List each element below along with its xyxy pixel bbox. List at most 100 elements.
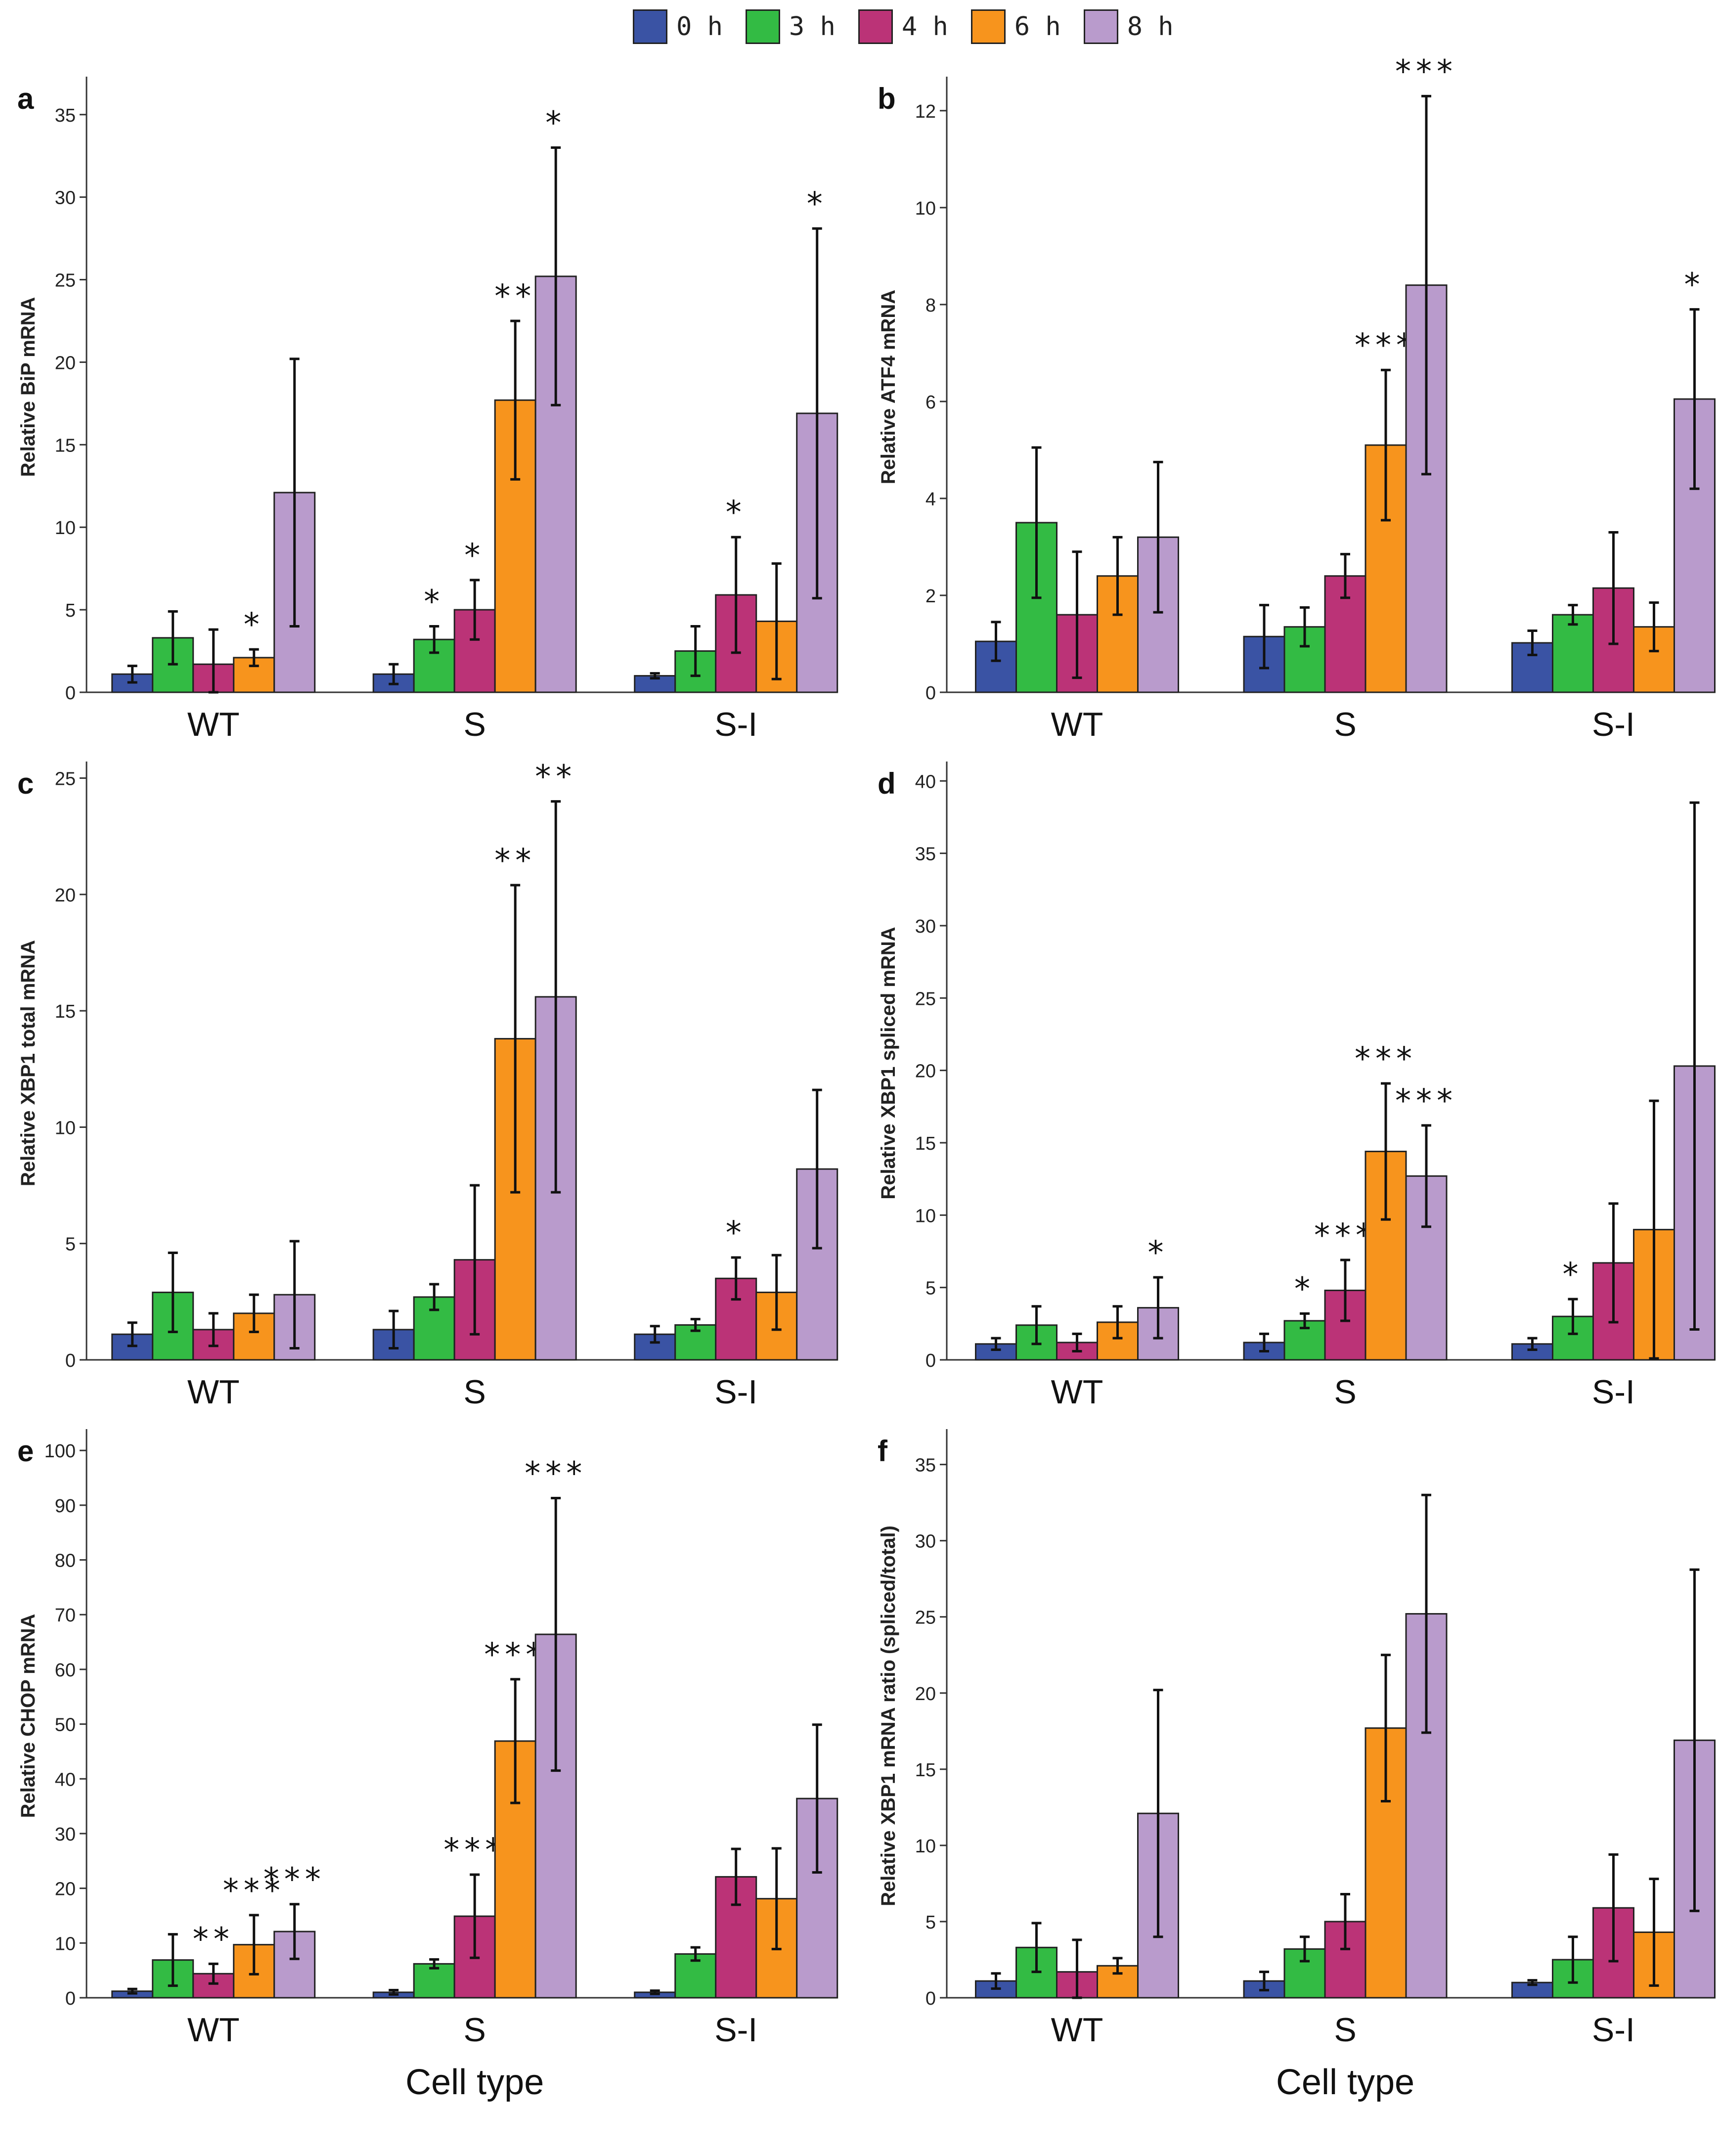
y-tick-label: 0 <box>65 1988 76 2009</box>
significance-marker: *** <box>1355 1041 1417 1078</box>
x-category-label: S <box>1334 706 1356 743</box>
y-tick-label: 25 <box>915 1608 936 1628</box>
y-tick-label: 20 <box>915 1684 936 1705</box>
legend-label: 4 h <box>901 12 948 42</box>
legend-swatch <box>1083 9 1118 44</box>
significance-marker: *** <box>1314 1217 1376 1254</box>
x-category-label: WT <box>187 2011 240 2049</box>
legend-swatch <box>633 9 667 44</box>
panel-letter: c <box>17 767 34 800</box>
y-tick-label: 20 <box>915 1061 936 1082</box>
y-tick-label: 25 <box>55 270 76 291</box>
x-axis-label: Cell type <box>1276 2063 1414 2102</box>
significance-marker: * <box>807 186 828 223</box>
x-category-label: S <box>464 1373 486 1411</box>
legend-item: 8 h <box>1083 9 1174 44</box>
panel-letter: e <box>17 1435 34 1468</box>
y-tick-label: 15 <box>915 1760 936 1781</box>
y-tick-label: 100 <box>44 1441 76 1462</box>
significance-marker: *** <box>1395 1083 1457 1120</box>
panel-letter: a <box>17 82 34 115</box>
y-tick-label: 90 <box>55 1496 76 1517</box>
y-tick-label: 60 <box>55 1660 76 1681</box>
legend-label: 3 h <box>789 12 836 42</box>
x-category-label: WT <box>1051 1373 1103 1411</box>
significance-marker: ** <box>193 1921 234 1958</box>
y-tick-label: 30 <box>915 916 936 937</box>
legend-swatch <box>858 9 893 44</box>
y-tick-label: 40 <box>55 1769 76 1790</box>
legend-label: 6 h <box>1014 12 1061 42</box>
x-category-label: S-I <box>1592 2011 1635 2049</box>
y-tick-label: 20 <box>55 353 76 373</box>
chart-panel-f: f 0 5 10 15 20 25 30 35 Relative XBP1 mRNA ratio … <box>878 1429 1716 2102</box>
y-tick-label: 0 <box>65 1350 76 1371</box>
y-tick-label: 0 <box>925 683 936 704</box>
significance-marker: * <box>726 1215 747 1252</box>
y-axis-label: Relative BiP mRNA <box>17 297 39 477</box>
significance-marker: *** <box>443 1832 506 1869</box>
significance-marker: * <box>1563 1257 1584 1293</box>
x-category-label: S <box>464 706 486 743</box>
x-category-label: S-I <box>714 1373 757 1411</box>
bar <box>1097 575 1139 693</box>
y-tick-label: 10 <box>915 1206 936 1226</box>
y-tick-label: 5 <box>925 1912 936 1933</box>
y-tick-label: 0 <box>65 683 76 704</box>
y-tick-label: 35 <box>915 844 936 865</box>
y-tick-label: 70 <box>55 1605 76 1626</box>
y-tick-label: 10 <box>55 1933 76 1954</box>
y-axis-label: Relative XBP1 spliced mRNA <box>878 927 899 1199</box>
y-tick-label: 4 <box>925 489 936 510</box>
y-tick-label: 30 <box>55 1824 76 1845</box>
bar <box>1552 614 1594 693</box>
y-tick-label: 80 <box>55 1551 76 1572</box>
y-axis-label: Relative ATF4 mRNA <box>878 290 899 484</box>
y-tick-label: 10 <box>55 518 76 539</box>
significance-marker: ** <box>535 759 576 796</box>
x-category-label: S <box>464 2011 486 2049</box>
legend-label: 8 h <box>1127 12 1174 42</box>
legend-swatch <box>970 9 1006 44</box>
x-category-label: S <box>1334 2011 1356 2049</box>
legend-item: 4 h <box>858 9 948 44</box>
y-tick-label: 2 <box>925 586 936 607</box>
x-category-label: S-I <box>714 2011 757 2049</box>
y-tick-label: 10 <box>55 1118 76 1138</box>
y-tick-label: 15 <box>55 1001 76 1022</box>
legend: 0 h 3 h 4 h 6 h 8 h <box>633 7 1193 46</box>
x-category-label: S <box>1334 1373 1356 1411</box>
y-tick-label: 5 <box>65 1234 76 1255</box>
legend-item: 0 h <box>633 9 723 44</box>
significance-marker: * <box>464 538 485 574</box>
significance-marker: * <box>726 494 747 531</box>
x-axis-label: Cell type <box>405 2063 544 2102</box>
y-tick-label: 0 <box>925 1350 936 1371</box>
bar <box>1365 444 1407 693</box>
significance-marker: *** <box>1355 327 1417 364</box>
significance-marker: * <box>424 584 444 620</box>
y-tick-label: 40 <box>915 771 936 792</box>
y-tick-label: 35 <box>55 105 76 126</box>
y-tick-label: 12 <box>915 101 936 122</box>
significance-marker: ** <box>494 843 536 879</box>
y-tick-label: 20 <box>55 885 76 906</box>
significance-marker: * <box>545 105 566 142</box>
panel-letter: b <box>878 82 896 115</box>
y-tick-label: 10 <box>915 1836 936 1857</box>
significance-marker: *** <box>484 1637 546 1673</box>
significance-marker: * <box>244 607 264 643</box>
legend-swatch <box>745 9 780 44</box>
significance-marker: * <box>1148 1235 1169 1271</box>
y-tick-label: 8 <box>925 295 936 316</box>
panel-letter: d <box>878 767 896 800</box>
significance-marker: *** <box>223 1873 285 1909</box>
chart-panel-d: d 0 5 10 15 20 25 30 35 40 Relative XBP1 spliced m… <box>878 762 1716 1411</box>
x-category-label: S-I <box>1592 1373 1635 1411</box>
y-tick-label: 0 <box>925 1988 936 2009</box>
significance-marker: *** <box>264 1862 326 1898</box>
y-tick-label: 5 <box>65 600 76 621</box>
y-axis-label: Relative CHOP mRNA <box>17 1614 39 1818</box>
